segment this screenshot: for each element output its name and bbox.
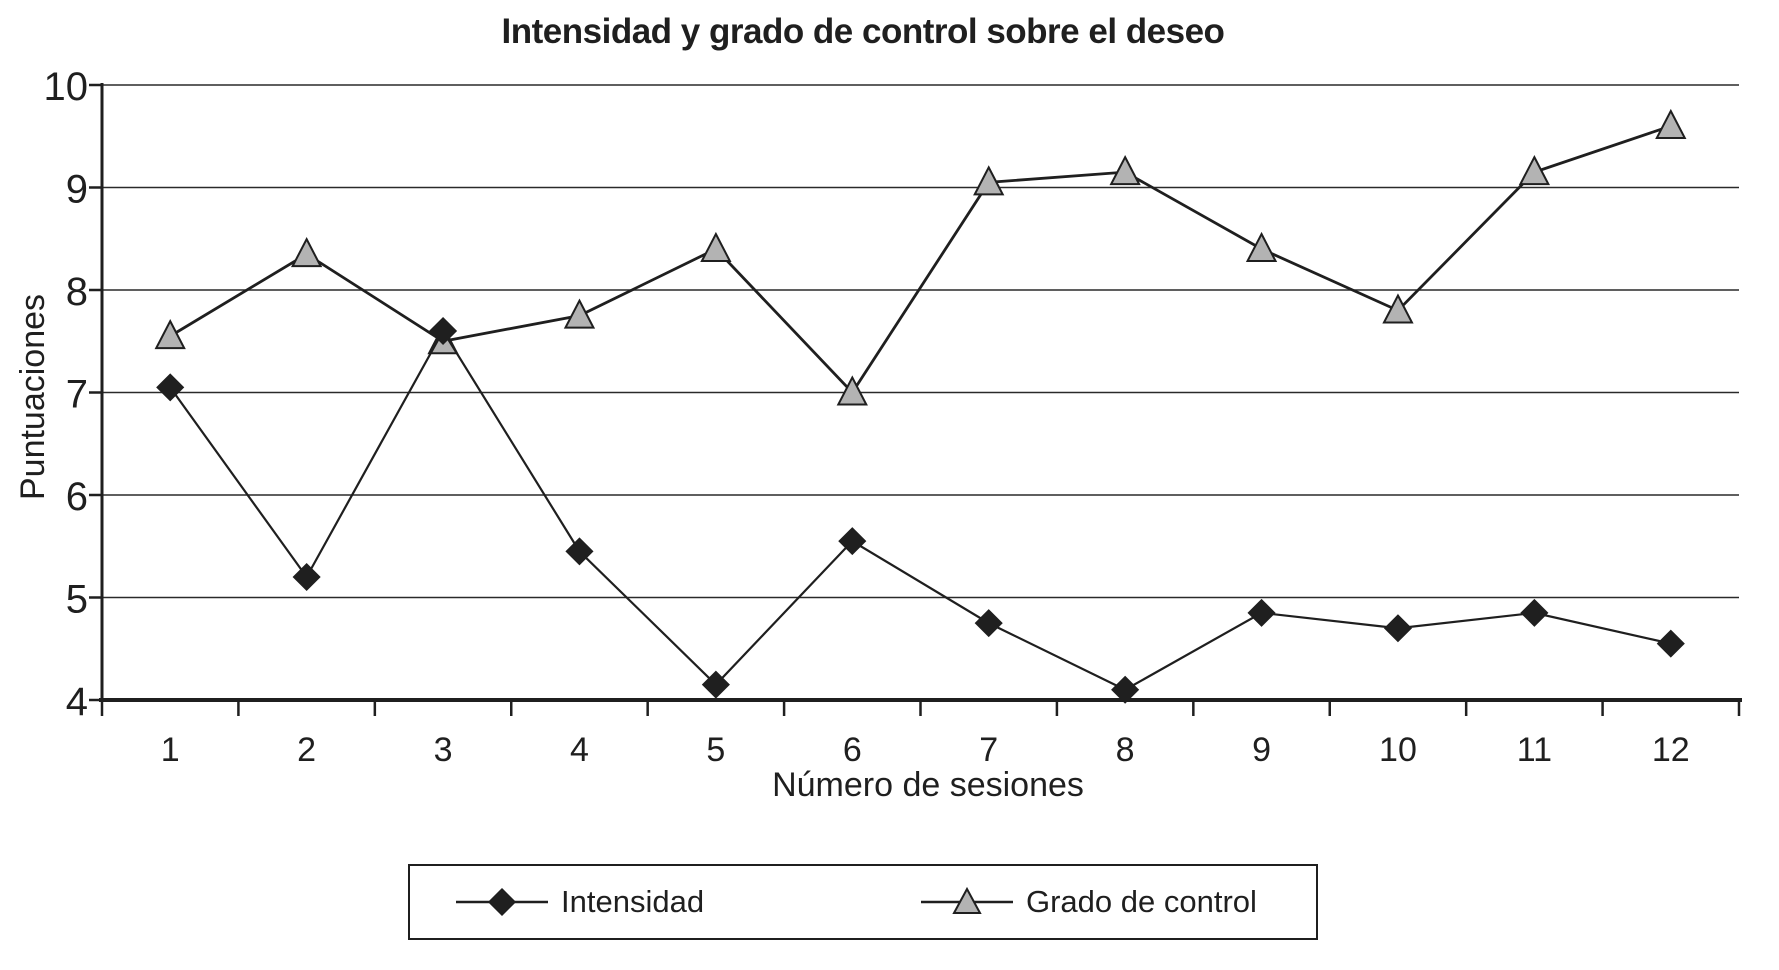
diamond-marker: [1383, 614, 1413, 643]
diamond-marker: [1656, 629, 1685, 658]
y-tick-label: 7: [66, 373, 88, 417]
x-tick-label: 9: [1252, 731, 1271, 769]
x-tick-label: 5: [706, 731, 725, 769]
triangle-marker: [1382, 293, 1414, 324]
triangle-marker: [563, 298, 596, 329]
triangle-marker: [1518, 154, 1551, 186]
triangle-legend-marker: [921, 886, 1013, 914]
y-tick-label: 4: [66, 680, 88, 724]
triangle-marker: [1655, 108, 1687, 139]
series-intensidad: [156, 316, 1685, 704]
x-tick-label: 1: [161, 731, 180, 769]
triangle-marker: [973, 165, 1005, 196]
chart-title: Intensidad y grado de control sobre el d…: [501, 12, 1225, 51]
triangle-marker: [290, 236, 323, 268]
series-line-grado-de-control: [169, 124, 1672, 395]
series-grado-de-control: [154, 108, 1687, 406]
diamond-marker: [974, 609, 1003, 638]
y-tick-label: 10: [44, 65, 89, 109]
gridlines: [102, 84, 1739, 701]
x-tick-label: 2: [297, 731, 316, 769]
x-axis-title: Número de sesiones: [772, 766, 1084, 804]
y-tick-label: 5: [66, 578, 88, 622]
legend-box: Intensidad Grado de control: [408, 864, 1318, 940]
legend-item-grado-de-control: Grado de control: [920, 866, 1257, 938]
triangle-marker: [154, 318, 186, 350]
x-tick-label: 4: [570, 731, 589, 769]
diamond-marker: [838, 527, 867, 556]
diamond-marker: [1520, 598, 1549, 627]
legend-item-intensidad: Intensidad: [455, 866, 704, 938]
x-tick-label: 3: [434, 731, 453, 769]
x-tick-label: 10: [1379, 731, 1417, 769]
y-tick-label: 8: [66, 270, 88, 314]
triangle-marker: [700, 231, 732, 262]
triangle-marker: [836, 375, 868, 406]
triangle-marker: [1109, 154, 1141, 186]
legend-label-grado-de-control: Grado de control: [1026, 884, 1257, 919]
diamond-marker: [565, 537, 594, 566]
diamond-legend-marker: [456, 887, 548, 917]
x-tick-label: 12: [1652, 731, 1690, 769]
diamond-marker: [1247, 598, 1276, 627]
y-tick-label: 9: [66, 168, 88, 212]
diamond-marker: [292, 562, 321, 592]
series-line-intensidad: [169, 328, 1672, 691]
x-tick-label: 11: [1517, 731, 1552, 769]
diamond-marker: [428, 316, 458, 346]
triangle-marker: [1245, 231, 1278, 262]
x-tick-label: 7: [979, 731, 998, 769]
x-tick-label: 8: [1116, 731, 1135, 769]
x-tick-label: 6: [843, 731, 862, 769]
diamond-marker: [156, 373, 185, 402]
diamond-marker: [701, 670, 730, 699]
diamond-marker: [1111, 675, 1140, 704]
y-tick-label: 6: [66, 475, 88, 519]
legend-label-intensidad: Intensidad: [561, 884, 705, 919]
